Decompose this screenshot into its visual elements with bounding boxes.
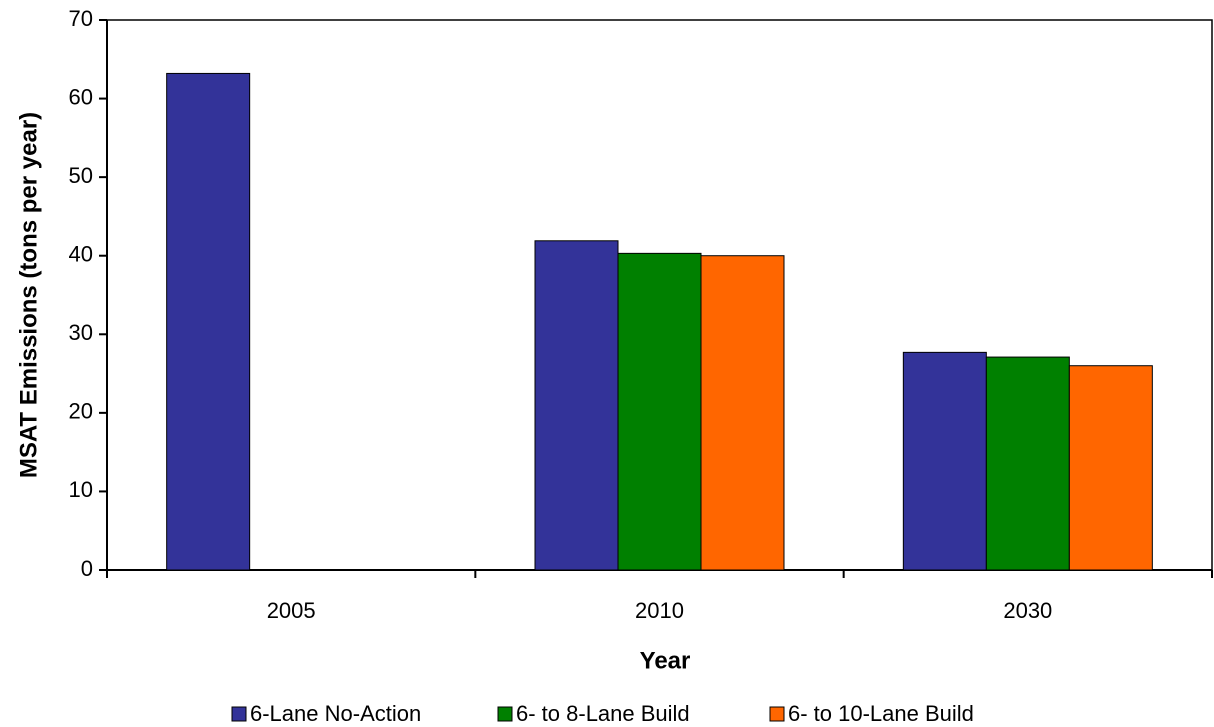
legend-label: 6- to 10-Lane Build xyxy=(788,701,974,726)
legend-swatch xyxy=(769,706,785,722)
legend-label: 6- to 8-Lane Build xyxy=(516,701,690,726)
bar xyxy=(534,240,619,571)
y-tick-label: 10 xyxy=(69,477,93,502)
y-tick-label: 70 xyxy=(69,6,93,31)
y-tick-label: 30 xyxy=(69,320,93,345)
y-tick-label: 0 xyxy=(81,556,93,581)
bar xyxy=(1068,365,1153,571)
y-tick-label: 60 xyxy=(69,84,93,109)
y-tick-label: 50 xyxy=(69,163,93,188)
bar xyxy=(166,72,251,571)
x-tick-label: 2010 xyxy=(635,598,684,623)
y-tick-label: 40 xyxy=(69,242,93,267)
legend-label: 6-Lane No-Action xyxy=(250,701,421,726)
bar xyxy=(617,252,702,571)
bar xyxy=(902,351,987,571)
y-axis-label: MSAT Emissions (tons per year) xyxy=(15,112,42,478)
x-tick-label: 2030 xyxy=(1003,598,1052,623)
x-tick-label: 2005 xyxy=(267,598,316,623)
bar xyxy=(985,356,1070,571)
legend-swatch xyxy=(231,706,247,722)
bar xyxy=(700,255,785,571)
x-axis-label: Year xyxy=(640,647,691,674)
y-tick-label: 20 xyxy=(69,399,93,424)
legend-swatch xyxy=(497,706,513,722)
